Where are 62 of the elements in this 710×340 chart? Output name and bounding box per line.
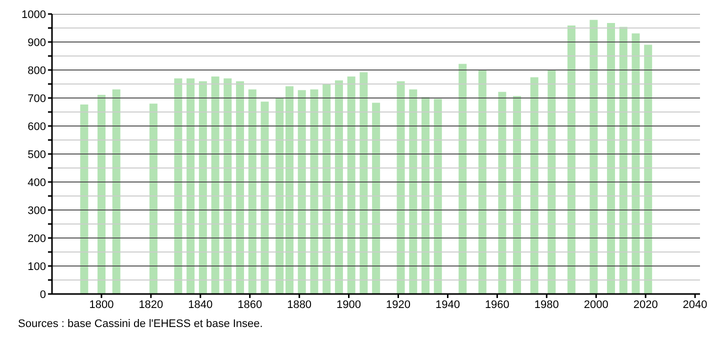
y-tick-label: 700 — [28, 92, 46, 105]
y-tick-label: 400 — [28, 176, 46, 189]
bar — [112, 89, 120, 294]
bar — [513, 96, 522, 294]
y-tick-label: 900 — [28, 36, 46, 49]
bar — [498, 92, 506, 294]
x-tick-label: 1960 — [484, 298, 510, 311]
bar — [478, 70, 486, 294]
y-tick-label: 500 — [28, 148, 46, 161]
bar — [360, 72, 368, 294]
bar — [80, 104, 88, 294]
y-tick-label: 100 — [28, 260, 46, 273]
bar — [334, 80, 343, 294]
x-tick-label: 1840 — [188, 298, 213, 311]
x-tick-label: 2020 — [633, 298, 658, 311]
source-note: Sources : base Cassini de l'EHESS et base Insee. — [18, 318, 264, 330]
bar — [310, 89, 318, 294]
x-tick-label: 1940 — [435, 298, 460, 311]
x-tick-label: 2000 — [584, 298, 608, 311]
bar — [530, 77, 538, 294]
bar — [396, 81, 405, 294]
bar — [347, 76, 356, 294]
y-tick-label: 0 — [40, 288, 46, 301]
bar — [149, 104, 158, 294]
x-tick-label: 1900 — [336, 298, 362, 311]
bar — [186, 78, 195, 294]
bar — [298, 90, 306, 294]
bar — [198, 81, 207, 294]
x-tick-label: 1860 — [238, 298, 262, 311]
x-tick-label: 2040 — [682, 298, 708, 311]
bar — [434, 98, 442, 294]
bar — [422, 97, 430, 294]
bar — [619, 26, 628, 294]
bar — [211, 76, 220, 294]
y-tick-label: 200 — [28, 232, 46, 245]
bar — [607, 22, 616, 294]
bar — [248, 89, 256, 294]
x-tick-label: 1880 — [287, 298, 312, 311]
bar — [644, 44, 652, 294]
bar — [548, 70, 556, 294]
bar — [322, 84, 331, 294]
bar — [458, 64, 467, 294]
bar — [236, 81, 244, 294]
x-tick-label: 1980 — [534, 298, 559, 311]
bar — [98, 94, 106, 294]
bar — [590, 20, 598, 294]
bar — [567, 25, 576, 294]
bar — [409, 89, 418, 294]
y-tick-label: 1000 — [22, 8, 46, 21]
bar — [276, 98, 284, 294]
y-tick-label: 300 — [28, 204, 46, 217]
bar — [372, 102, 380, 294]
bar — [224, 78, 232, 294]
bar — [285, 86, 294, 294]
x-tick-label: 1800 — [89, 298, 114, 311]
y-tick-label: 600 — [28, 120, 46, 133]
y-tick-label: 800 — [28, 64, 46, 77]
x-tick-label: 1820 — [138, 298, 164, 311]
x-tick-label: 1920 — [386, 298, 410, 311]
bar — [632, 33, 640, 294]
bar — [260, 102, 269, 294]
bar — [174, 78, 182, 294]
